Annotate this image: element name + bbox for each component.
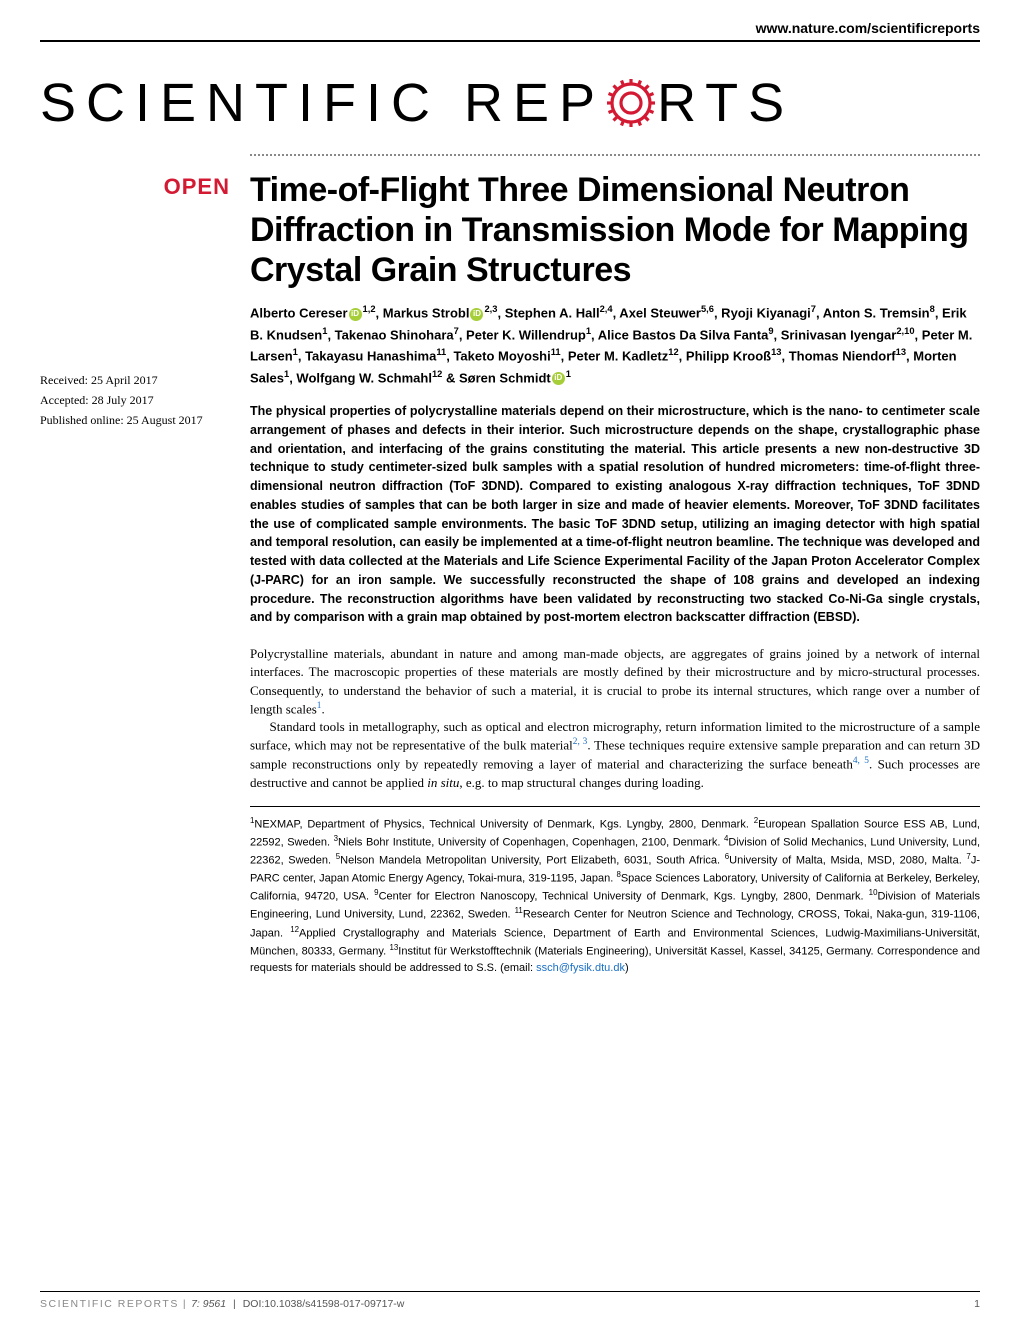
date-published: Published online: 25 August 2017 (40, 411, 230, 429)
journal-logo: SCIENTIFIC REP (40, 72, 980, 134)
footer-issue: 7: 9561 (191, 1298, 226, 1310)
abstract: The physical properties of polycrystalli… (250, 402, 980, 627)
publication-dates: Received: 25 April 2017 Accepted: 28 Jul… (40, 371, 230, 429)
dotted-rule (250, 154, 980, 156)
left-sidebar: OPEN Received: 25 April 2017 Accepted: 2… (40, 170, 230, 1279)
logo-word-2a: REP (464, 72, 605, 134)
author-list: Alberto Cereser1,2, Markus Strobl2,3, St… (250, 302, 980, 388)
open-access-badge: OPEN (40, 170, 230, 203)
body-text: Polycrystalline materials, abundant in n… (250, 645, 980, 791)
header-rule (40, 40, 980, 42)
page-number: 1 (974, 1298, 980, 1310)
date-accepted: Accepted: 28 July 2017 (40, 391, 230, 409)
header-url: www.nature.com/scientificreports (40, 20, 980, 36)
body-paragraph-2: Standard tools in metallography, such as… (250, 718, 980, 791)
article-title: Time-of-Flight Three Dimensional Neutron… (250, 170, 980, 290)
footer-rule (40, 1291, 980, 1292)
body-paragraph-1: Polycrystalline materials, abundant in n… (250, 645, 980, 718)
footer-citation: SCIENTIFIC REPORTS|7: 9561 | DOI:10.1038… (40, 1298, 404, 1310)
gear-icon (601, 73, 661, 133)
main-content: Time-of-Flight Three Dimensional Neutron… (250, 170, 980, 1279)
footer-journal-name: SCIENTIFIC REPORTS (40, 1298, 179, 1310)
footer-doi: DOI:10.1038/s41598-017-09717-w (243, 1298, 405, 1310)
logo-word-2b: RTS (657, 72, 794, 134)
page-footer: SCIENTIFIC REPORTS|7: 9561 | DOI:10.1038… (40, 1279, 980, 1310)
logo-word-1: SCIENTIFIC (40, 72, 440, 134)
affiliations-rule (250, 806, 980, 807)
affiliations: 1NEXMAP, Department of Physics, Technica… (250, 815, 980, 977)
date-received: Received: 25 April 2017 (40, 371, 230, 389)
